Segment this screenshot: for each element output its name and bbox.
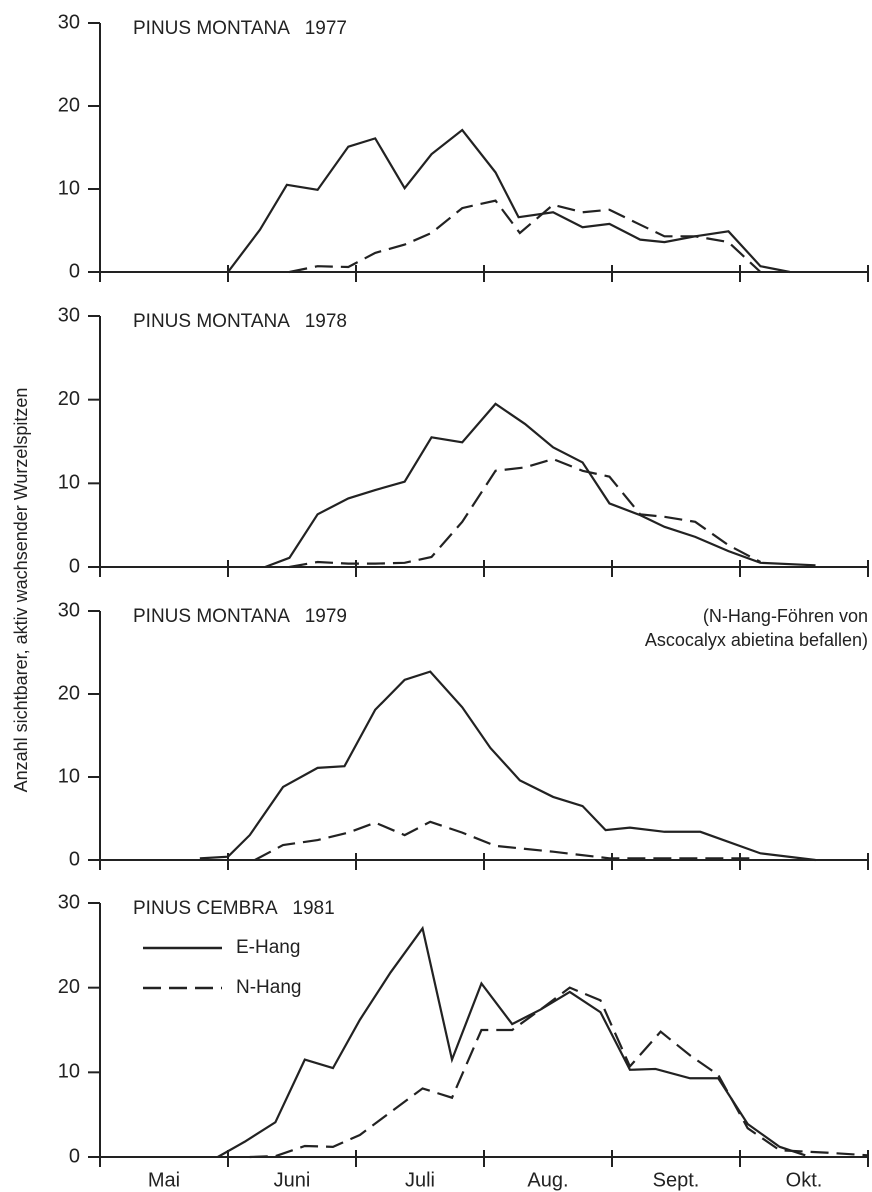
panel-title: PINUS MONTANA 1977	[133, 18, 347, 39]
x-tick-label: Sept.	[653, 1169, 700, 1191]
panel-title: PINUS MONTANA 1978	[133, 311, 347, 332]
y-tick-label: 20	[58, 388, 80, 410]
y-tick-label: 20	[58, 94, 80, 116]
data-line	[254, 820, 751, 861]
y-tick-label: 0	[69, 848, 80, 870]
x-tick-label: Juni	[274, 1169, 311, 1191]
x-tick-label: Juli	[405, 1169, 435, 1191]
panel-title: PINUS MONTANA 1979	[133, 606, 347, 627]
x-tick-label: Aug.	[527, 1169, 568, 1191]
data-line	[289, 199, 762, 274]
data-line	[199, 670, 816, 862]
y-tick-label: 10	[58, 1061, 80, 1083]
annotation: (N-Hang-Föhren von	[703, 606, 868, 626]
y-tick-label: 0	[69, 555, 80, 577]
data-line	[264, 402, 816, 569]
x-tick-label: Mai	[148, 1169, 180, 1191]
legend-label: E-Hang	[236, 937, 300, 958]
legend-label: N-Hang	[236, 977, 301, 998]
data-line	[289, 457, 761, 569]
y-tick-label: 30	[58, 891, 80, 913]
y-tick-label: 0	[69, 1145, 80, 1167]
x-tick-label: Okt.	[786, 1169, 823, 1191]
y-tick-label: 30	[58, 11, 80, 33]
y-tick-label: 30	[58, 599, 80, 621]
y-axis-label: Anzahl sichtbarer, aktiv wachsender Wurz…	[11, 388, 31, 793]
data-line	[249, 986, 869, 1159]
y-tick-label: 10	[58, 177, 80, 199]
annotation: Ascocalyx abietina befallen)	[645, 630, 868, 650]
y-tick-label: 30	[58, 304, 80, 326]
data-line	[227, 128, 791, 274]
y-tick-label: 0	[69, 260, 80, 282]
y-tick-label: 10	[58, 472, 80, 494]
y-tick-label: 20	[58, 976, 80, 998]
y-tick-label: 10	[58, 765, 80, 787]
y-tick-label: 20	[58, 682, 80, 704]
panel-title: PINUS CEMBRA 1981	[133, 898, 335, 919]
data-line	[217, 925, 806, 1158]
